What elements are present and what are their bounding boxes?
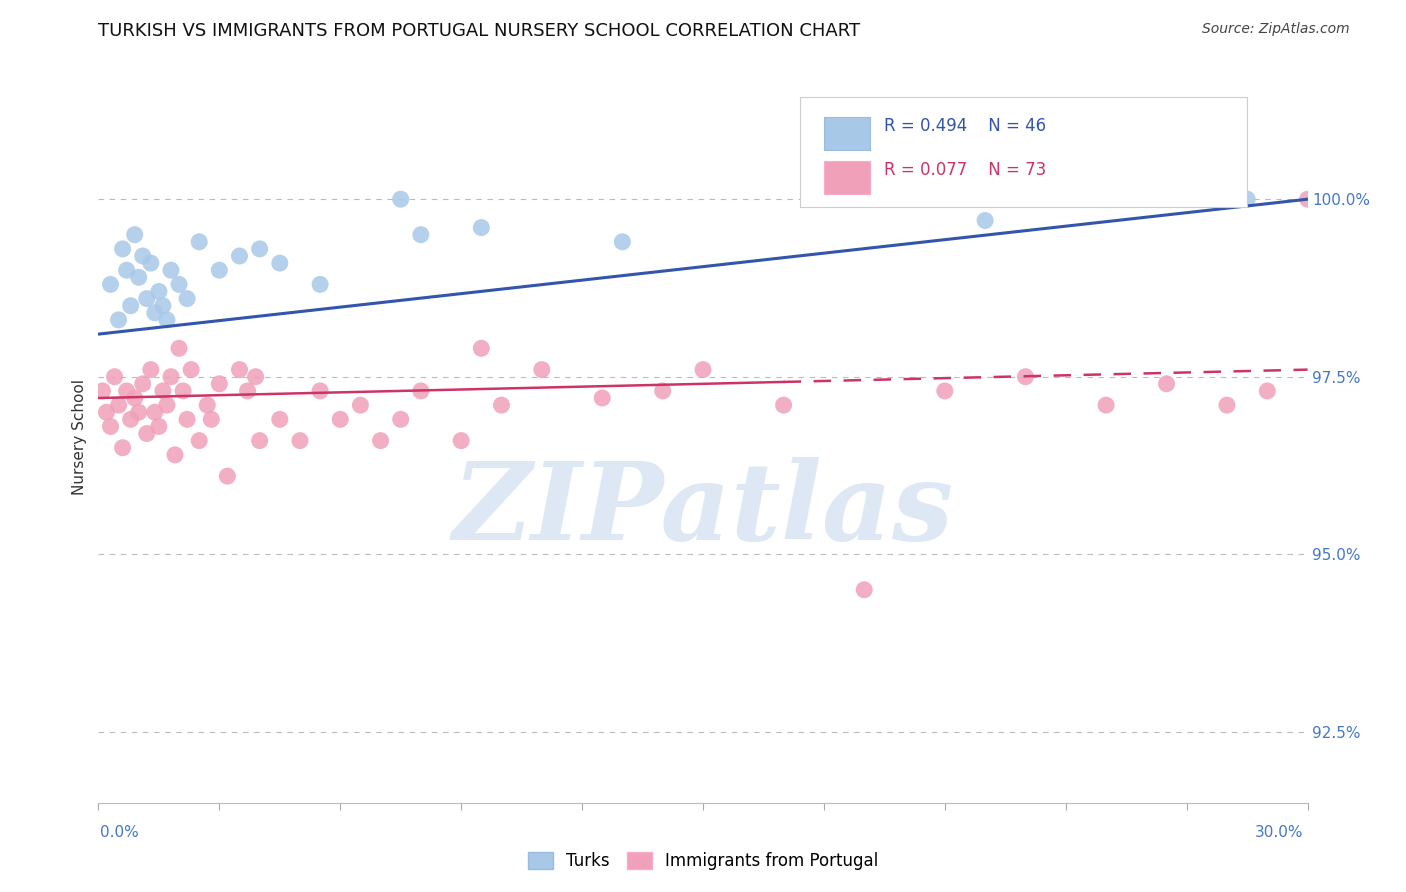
Point [349,398,371,412]
Point [120,299,142,313]
Point [132,249,155,263]
Point [107,313,129,327]
Point [167,277,190,292]
Point [591,391,613,405]
Point [269,412,291,426]
Point [249,242,271,256]
Point [309,384,332,398]
Point [135,292,157,306]
Point [139,362,162,376]
Point [100,277,122,292]
Point [139,256,162,270]
Point [1014,369,1036,384]
Point [180,362,202,376]
Point [152,384,174,398]
Text: ZIPatlas: ZIPatlas [453,458,953,563]
Point [115,384,138,398]
Point [152,299,174,313]
Point [91,384,114,398]
FancyBboxPatch shape [824,161,870,194]
Point [370,434,392,448]
Point [1296,192,1319,206]
Point [245,369,267,384]
Y-axis label: Nursery School: Nursery School [72,379,87,495]
Point [389,192,412,206]
Text: Source: ZipAtlas.com: Source: ZipAtlas.com [1202,22,1350,37]
Point [249,434,271,448]
Point [188,434,211,448]
Point [530,362,553,376]
Point [269,256,291,270]
FancyBboxPatch shape [824,118,870,151]
Point [107,398,129,412]
Point [111,441,134,455]
Point [612,235,634,249]
Text: TURKISH VS IMMIGRANTS FROM PORTUGAL NURSERY SCHOOL CORRELATION CHART: TURKISH VS IMMIGRANTS FROM PORTUGAL NURS… [98,22,860,40]
Point [772,398,794,412]
Point [167,341,190,355]
Point [156,398,179,412]
Point [100,419,122,434]
Point [228,362,250,376]
Point [124,391,146,405]
Point [651,384,673,398]
Point [111,242,134,256]
Point [96,405,118,419]
Point [176,412,198,426]
Point [135,426,157,441]
Point [115,263,138,277]
Point [208,263,231,277]
Point [208,376,231,391]
Point [470,220,492,235]
Text: R = 0.077    N = 73: R = 0.077 N = 73 [884,161,1046,178]
Point [124,227,146,242]
Point [409,384,432,398]
Point [288,434,311,448]
Point [1236,192,1258,206]
Point [217,469,239,483]
Point [974,213,997,227]
Text: R = 0.494    N = 46: R = 0.494 N = 46 [884,117,1046,135]
Point [228,249,250,263]
Point [172,384,194,398]
Point [470,341,492,355]
Point [450,434,472,448]
Point [195,398,218,412]
Point [148,419,170,434]
Point [160,263,183,277]
Point [143,306,166,320]
Point [188,235,211,249]
Point [120,412,142,426]
Point [143,405,166,419]
Point [692,362,714,376]
Point [156,313,179,327]
Point [1216,398,1239,412]
Text: 30.0%: 30.0% [1256,825,1303,839]
Point [934,384,956,398]
Point [160,369,183,384]
Point [389,412,412,426]
Point [103,369,125,384]
Point [128,270,150,285]
Point [1095,398,1118,412]
Point [148,285,170,299]
Point [853,582,876,597]
Point [309,277,332,292]
Point [163,448,186,462]
Text: 0.0%: 0.0% [100,825,139,839]
Point [128,405,150,419]
Point [491,398,513,412]
Point [1256,384,1278,398]
Point [132,376,155,391]
Point [1156,376,1178,391]
Point [329,412,352,426]
Point [200,412,222,426]
Point [409,227,432,242]
Point [176,292,198,306]
Point [236,384,259,398]
Legend: Turks, Immigrants from Portugal: Turks, Immigrants from Portugal [522,845,884,877]
FancyBboxPatch shape [800,97,1247,207]
